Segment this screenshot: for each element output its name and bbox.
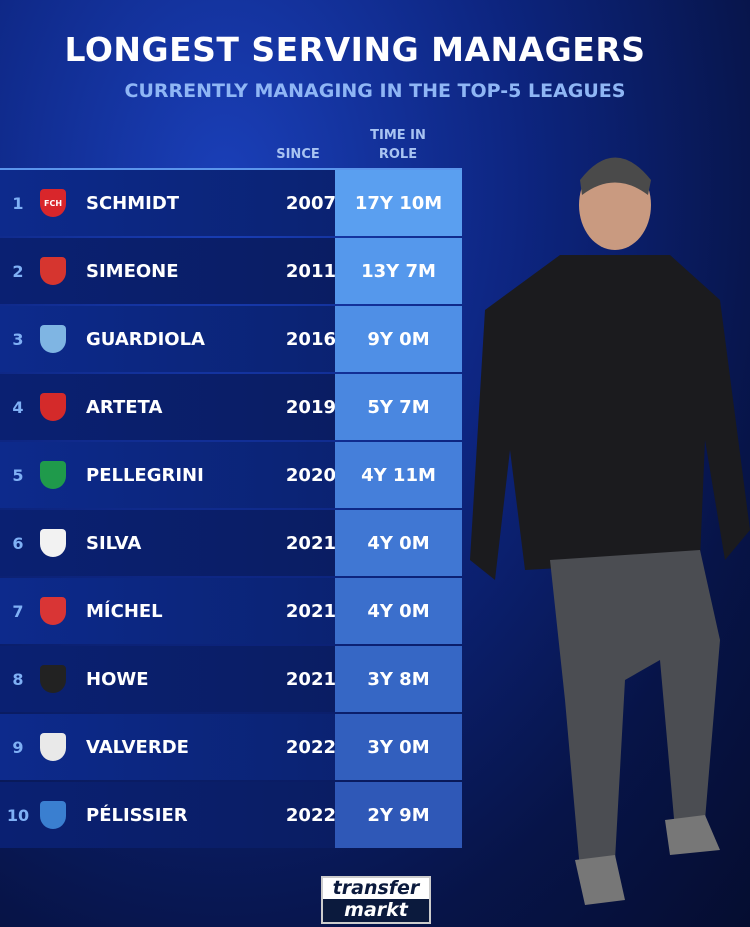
time-in-role: 3Y 8M: [335, 646, 462, 712]
girona-crest-icon: [40, 597, 66, 625]
rank: 6: [12, 533, 24, 553]
newcastle-crest-icon: [40, 665, 66, 693]
since-year: 2016: [285, 328, 336, 350]
athletic-bilbao-crest-icon: [40, 733, 66, 761]
header-since: SINCE: [276, 147, 320, 162]
since-year: 2007: [285, 192, 336, 214]
table-row: 1 FCH SCHMIDT 2007 17Y 10M: [0, 170, 462, 236]
real-betis-crest-icon: [40, 461, 66, 489]
manager-name: SILVA: [86, 532, 142, 554]
logo-line1: transfer: [323, 878, 429, 899]
since-year: 2021: [285, 532, 336, 554]
time-in-role: 13Y 7M: [335, 238, 462, 304]
rank: 4: [12, 397, 24, 417]
manager-name: PELLEGRINI: [86, 464, 204, 486]
manager-hair: [580, 157, 651, 195]
logo-line2: markt: [323, 899, 429, 922]
manager-jacket: [470, 255, 750, 580]
time-in-role: 2Y 9M: [335, 782, 462, 848]
transfermarkt-logo: transfer markt: [321, 876, 431, 924]
manager-name: ARTETA: [86, 396, 163, 418]
time-in-role: 17Y 10M: [335, 170, 462, 236]
table-row: 9 VALVERDE 2022 3Y 0M: [0, 714, 462, 780]
rank: 1: [12, 193, 24, 213]
manager-name: SIMEONE: [86, 260, 179, 282]
rank: 3: [12, 329, 24, 349]
table-row: 7 MÍCHEL 2021 4Y 0M: [0, 578, 462, 644]
table-row: 5 PELLEGRINI 2020 4Y 11M: [0, 442, 462, 508]
table-row: 10 PÉLISSIER 2022 2Y 9M: [0, 782, 462, 848]
manager-shoe-right: [665, 815, 720, 855]
table-row: 6 SILVA 2021 4Y 0M: [0, 510, 462, 576]
fulham-crest-icon: [40, 529, 66, 557]
table-row: 8 HOWE 2021 3Y 8M: [0, 646, 462, 712]
rank: 10: [6, 805, 30, 825]
since-year: 2020: [285, 464, 336, 486]
time-in-role: 9Y 0M: [335, 306, 462, 372]
manchester-city-crest-icon: [40, 325, 66, 353]
since-year: 2022: [285, 804, 336, 826]
time-in-role: 3Y 0M: [335, 714, 462, 780]
table-row: 4 ARTETA 2019 5Y 7M: [0, 374, 462, 440]
auxerre-crest-icon: [40, 801, 66, 829]
manager-shoe-left: [575, 855, 625, 905]
rank: 2: [12, 261, 24, 281]
since-year: 2021: [285, 600, 336, 622]
header-time-in-role: TIME IN ROLE: [370, 128, 426, 162]
time-in-role: 4Y 0M: [335, 510, 462, 576]
time-in-role: 4Y 0M: [335, 578, 462, 644]
page-title: LONGEST SERVING MANAGERS: [64, 30, 646, 69]
time-in-role: 5Y 7M: [335, 374, 462, 440]
rank: 9: [12, 737, 24, 757]
manager-name: MÍCHEL: [86, 600, 163, 622]
manager-name: HOWE: [86, 668, 149, 690]
manager-trousers: [550, 550, 720, 870]
manager-photo: [470, 157, 750, 905]
table-row: 2 SIMEONE 2011 13Y 7M: [0, 238, 462, 304]
since-year: 2019: [285, 396, 336, 418]
manager-name: PÉLISSIER: [86, 804, 188, 826]
since-year: 2011: [285, 260, 336, 282]
rank: 7: [12, 601, 24, 621]
since-year: 2021: [285, 668, 336, 690]
page-subtitle: CURRENTLY MANAGING IN THE TOP-5 LEAGUES: [124, 80, 626, 102]
manager-name: SCHMIDT: [86, 192, 180, 214]
rank: 5: [12, 465, 24, 485]
arsenal-crest-icon: [40, 393, 66, 421]
since-year: 2022: [285, 736, 336, 758]
time-in-role: 4Y 11M: [335, 442, 462, 508]
manager-name: VALVERDE: [86, 736, 189, 758]
rank: 8: [12, 669, 24, 689]
atletico-madrid-crest-icon: [40, 257, 66, 285]
heidenheim-crest-icon: FCH: [40, 189, 66, 217]
manager-name: GUARDIOLA: [86, 328, 205, 350]
table-row: 3 GUARDIOLA 2016 9Y 0M: [0, 306, 462, 372]
managers-table: 1 FCH SCHMIDT 2007 17Y 10M 2 SIMEONE 2011 13Y 7M…: [0, 168, 462, 850]
